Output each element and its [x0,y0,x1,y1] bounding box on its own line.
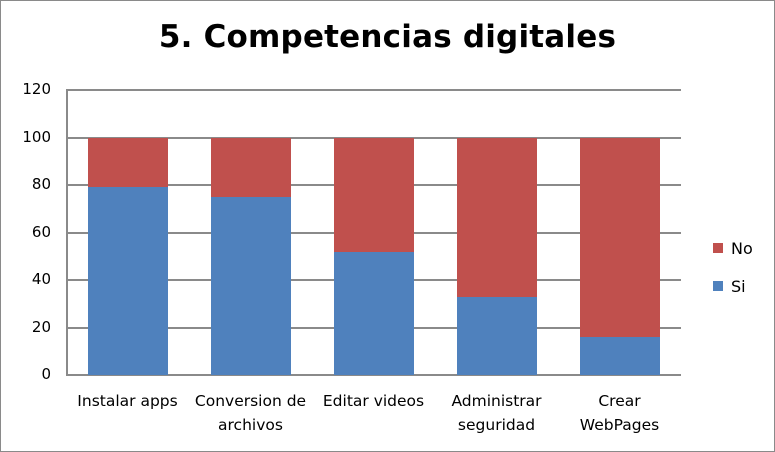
bar-administrar-seguridad [456,90,537,375]
bar-editar-videos [333,90,414,375]
legend-label-si: Si [731,276,746,296]
legend-label-no: No [731,238,753,258]
y-tick-label: 120 [22,80,51,98]
gridline [66,89,681,91]
x-tick-label: Administrar seguridad [451,392,542,434]
bar-segment-si [210,196,291,375]
legend-swatch-no [713,243,723,253]
legend: No Si [713,229,753,305]
legend-item-no: No [713,229,753,267]
y-tick-label: 40 [31,270,51,288]
bar-conversion-de-archivos [210,90,291,375]
bar-segment-no [456,137,537,297]
gridline [66,374,681,376]
bar-segment-no [87,137,168,188]
bar-segment-no [333,137,414,252]
plot-area [66,89,681,376]
chart-title: 5. Competencias digitales [158,19,617,55]
y-tick-label: 100 [22,127,51,146]
x-tick-label: Instalar apps [77,392,178,410]
bar-crear-webpages [579,90,660,375]
x-tick-label: Conversion de archivos [194,392,307,434]
bar-segment-no [210,137,291,197]
bar-segment-si [579,337,660,375]
legend-item-si: Si [713,267,753,305]
y-tick-label: 0 [41,365,51,383]
bar-segment-si [456,296,537,375]
x-tick-label: Crear WebPages [579,392,660,434]
y-tick-label: 80 [31,175,51,193]
y-tick-label: 60 [31,222,51,241]
y-tick-label: 20 [31,317,51,336]
x-tick-label: Editar videos [322,392,425,410]
legend-swatch-si [713,281,723,291]
bar-segment-no [579,137,660,337]
bar-segment-si [87,187,168,375]
bar-instalar-apps [87,90,168,375]
bar-segment-si [333,251,414,375]
